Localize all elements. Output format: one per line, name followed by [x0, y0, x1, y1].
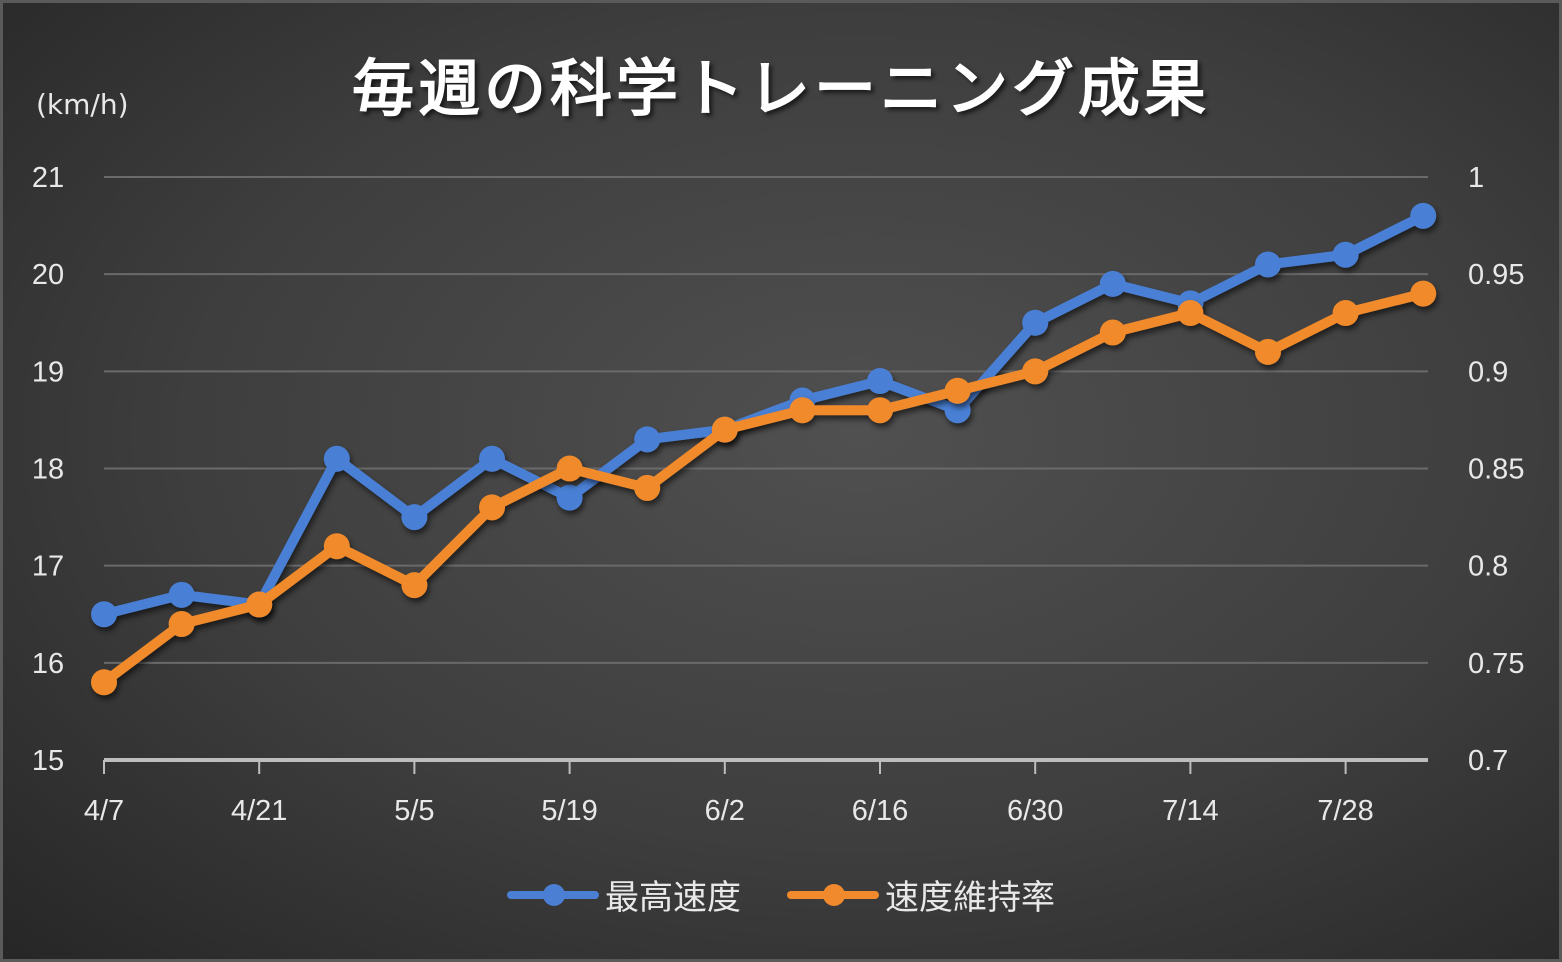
data-point-marker[interactable]: [634, 426, 661, 453]
data-point-marker[interactable]: [1255, 338, 1281, 365]
data-point-marker[interactable]: [556, 455, 583, 482]
data-point-marker[interactable]: [479, 494, 505, 521]
right-axis-tick-label: 0.7: [1468, 745, 1508, 777]
data-point-marker[interactable]: [867, 368, 893, 395]
data-point-marker[interactable]: [944, 397, 971, 424]
data-point-marker[interactable]: [91, 669, 117, 696]
legend-label: 最高速度: [605, 878, 741, 918]
data-point-marker[interactable]: [479, 445, 505, 472]
data-point-marker[interactable]: [168, 610, 195, 637]
data-point-marker[interactable]: [1332, 300, 1359, 327]
data-point-marker[interactable]: [401, 572, 428, 599]
data-point-marker[interactable]: [168, 581, 195, 608]
x-axis-tick-label: 4/21: [231, 795, 287, 827]
series-line: [100, 288, 1425, 687]
x-axis-tick-label: 6/30: [1007, 795, 1063, 827]
right-axis-tick-label: 0.85: [1468, 454, 1524, 486]
left-axis-tick-label: 18: [32, 454, 64, 486]
x-axis-tick-label: 6/2: [705, 795, 745, 827]
data-point-marker[interactable]: [634, 474, 661, 501]
data-point-marker[interactable]: [323, 533, 350, 560]
x-axis-tick-label: 5/19: [541, 795, 597, 827]
legend-label: 速度維持率: [885, 878, 1055, 918]
data-point-marker[interactable]: [323, 445, 350, 472]
data-point-marker[interactable]: [867, 397, 893, 424]
data-point-marker[interactable]: [1255, 251, 1281, 278]
data-point-marker[interactable]: [401, 504, 428, 531]
data-point-marker[interactable]: [1099, 270, 1126, 297]
right-axis-tick-label: 0.75: [1468, 648, 1524, 680]
legend-item-speed-retention[interactable]: 速度維持率: [787, 870, 1055, 919]
left-axis-tick-label: 17: [32, 551, 64, 583]
x-axis-tick-label: 4/7: [84, 795, 124, 827]
data-point-marker[interactable]: [246, 591, 273, 618]
left-axis-tick-label: 19: [32, 356, 64, 388]
left-axis-tick-label: 15: [32, 745, 64, 777]
right-axis-tick-label: 1: [1468, 162, 1484, 194]
right-axis-tick-label: 0.8: [1468, 551, 1508, 583]
legend: 最高速度 速度維持率: [0, 870, 1562, 919]
left-axis-unit-label: (km/h): [36, 88, 129, 121]
left-axis-tick-label: 21: [32, 162, 64, 194]
data-point-marker[interactable]: [1022, 309, 1049, 336]
data-point-marker[interactable]: [556, 484, 583, 511]
left-axis-tick-label: 20: [32, 259, 64, 291]
x-axis-tick-label: 5/5: [394, 795, 434, 827]
x-axis-tick-label: 7/28: [1317, 795, 1373, 827]
data-point-marker[interactable]: [1099, 319, 1126, 346]
legend-line-marker-icon: [507, 883, 599, 906]
data-point-marker[interactable]: [1022, 358, 1049, 385]
data-point-marker[interactable]: [1410, 202, 1437, 229]
left-axis-tick-label: 16: [32, 648, 64, 680]
data-point-marker[interactable]: [1332, 241, 1359, 268]
data-point-marker[interactable]: [1410, 280, 1437, 307]
chart-title: 毎週の科学トレーニング成果: [351, 52, 1210, 125]
x-axis-tick-label: 6/16: [852, 795, 908, 827]
right-axis-tick-label: 0.95: [1468, 259, 1524, 291]
data-point-marker[interactable]: [91, 601, 117, 628]
series-speed-retention: [91, 280, 1437, 696]
data-point-marker[interactable]: [789, 397, 816, 424]
data-point-marker[interactable]: [944, 377, 971, 404]
right-axis-tick-label: 0.9: [1468, 356, 1508, 388]
data-point-marker[interactable]: [711, 416, 738, 443]
data-point-marker[interactable]: [1177, 300, 1204, 327]
legend-item-max-speed[interactable]: 最高速度: [507, 870, 741, 919]
legend-line-marker-icon: [787, 883, 879, 906]
x-axis-tick-label: 7/14: [1162, 795, 1218, 827]
